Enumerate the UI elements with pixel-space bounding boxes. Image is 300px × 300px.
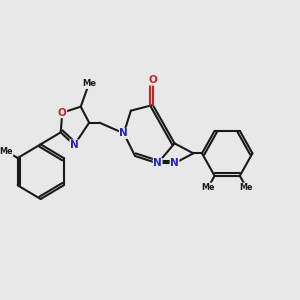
Text: O: O	[58, 108, 67, 118]
Text: N: N	[153, 158, 162, 168]
Text: O: O	[148, 75, 157, 85]
Text: Me: Me	[240, 183, 253, 192]
Text: N: N	[119, 128, 128, 138]
Text: N: N	[70, 140, 79, 150]
Text: Me: Me	[201, 183, 215, 192]
Text: Me: Me	[0, 147, 13, 156]
Text: N: N	[170, 158, 179, 168]
Text: Me: Me	[82, 80, 96, 88]
